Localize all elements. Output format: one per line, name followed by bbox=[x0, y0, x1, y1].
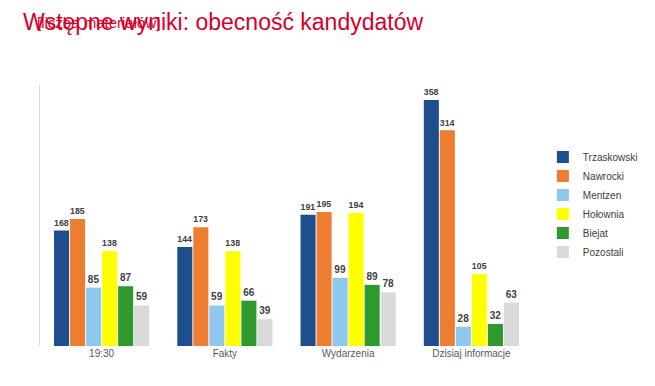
svg-text:Wydarzenia: Wydarzenia bbox=[322, 348, 375, 359]
svg-text:195: 195 bbox=[317, 199, 332, 209]
svg-text:138: 138 bbox=[102, 238, 117, 248]
svg-text:Hołownia: Hołownia bbox=[583, 209, 625, 220]
svg-text:78: 78 bbox=[382, 278, 394, 289]
svg-text:Biejat: Biejat bbox=[583, 228, 608, 239]
svg-text:105: 105 bbox=[472, 261, 487, 271]
svg-text:358: 358 bbox=[424, 87, 439, 97]
svg-text:63: 63 bbox=[506, 289, 518, 300]
svg-text:144: 144 bbox=[177, 234, 192, 244]
svg-text:Fakty: Fakty bbox=[213, 348, 237, 359]
svg-text:Wstępne wyniki: obecność kandy: Wstępne wyniki: obecność kandydatów bbox=[23, 9, 424, 35]
svg-text:99: 99 bbox=[334, 264, 346, 275]
svg-text:85: 85 bbox=[88, 274, 100, 285]
svg-text:39: 39 bbox=[259, 305, 271, 316]
svg-text:Nawrocki: Nawrocki bbox=[583, 171, 624, 182]
svg-text:59: 59 bbox=[136, 291, 148, 302]
svg-text:32: 32 bbox=[490, 310, 502, 321]
svg-text:Trzaskowski: Trzaskowski bbox=[583, 152, 638, 163]
svg-text:185: 185 bbox=[70, 206, 85, 216]
svg-text:66: 66 bbox=[243, 287, 255, 298]
svg-text:89: 89 bbox=[366, 271, 378, 282]
svg-text:19:30: 19:30 bbox=[89, 348, 114, 359]
svg-text:87: 87 bbox=[120, 272, 132, 283]
svg-text:173: 173 bbox=[193, 214, 208, 224]
svg-text:194: 194 bbox=[349, 200, 364, 210]
svg-text:Dzisiaj informacje: Dzisiaj informacje bbox=[432, 348, 511, 359]
svg-text:168: 168 bbox=[54, 218, 69, 228]
svg-text:138: 138 bbox=[225, 238, 240, 248]
svg-text:59: 59 bbox=[211, 291, 223, 302]
svg-text:[liczba materiałów]: [liczba materiałów] bbox=[37, 14, 160, 31]
svg-text:191: 191 bbox=[301, 202, 316, 212]
svg-text:314: 314 bbox=[440, 118, 455, 128]
svg-text:28: 28 bbox=[458, 313, 470, 324]
svg-text:Mentzen: Mentzen bbox=[583, 190, 621, 201]
svg-text:Pozostali: Pozostali bbox=[583, 247, 624, 258]
